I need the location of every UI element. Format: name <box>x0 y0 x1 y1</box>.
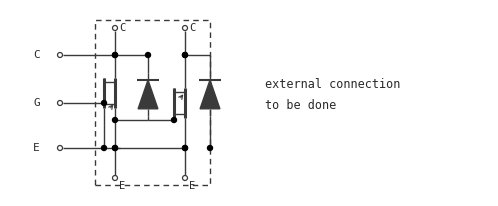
Polygon shape <box>200 80 220 109</box>
Circle shape <box>113 53 118 57</box>
Polygon shape <box>138 80 158 109</box>
Bar <box>95 20 210 185</box>
Text: C: C <box>33 50 40 60</box>
Circle shape <box>57 145 63 151</box>
Text: external connection
to be done: external connection to be done <box>265 78 400 112</box>
Text: E: E <box>33 143 40 153</box>
Circle shape <box>145 53 150 57</box>
Circle shape <box>113 145 118 151</box>
Circle shape <box>113 117 118 123</box>
Circle shape <box>182 145 188 151</box>
Circle shape <box>57 101 63 105</box>
Text: G: G <box>33 98 40 108</box>
Circle shape <box>102 101 107 105</box>
Circle shape <box>113 26 118 30</box>
Circle shape <box>182 26 188 30</box>
Text: C: C <box>119 23 125 33</box>
Circle shape <box>208 145 213 151</box>
Circle shape <box>182 53 188 57</box>
Circle shape <box>113 53 118 57</box>
Circle shape <box>182 53 188 57</box>
Circle shape <box>102 145 107 151</box>
Text: E: E <box>119 181 125 191</box>
Circle shape <box>113 176 118 180</box>
Text: C: C <box>189 23 195 33</box>
Circle shape <box>57 53 63 57</box>
Circle shape <box>182 145 188 151</box>
Circle shape <box>171 117 176 123</box>
Circle shape <box>113 145 118 151</box>
Circle shape <box>182 176 188 180</box>
Text: E: E <box>189 181 195 191</box>
